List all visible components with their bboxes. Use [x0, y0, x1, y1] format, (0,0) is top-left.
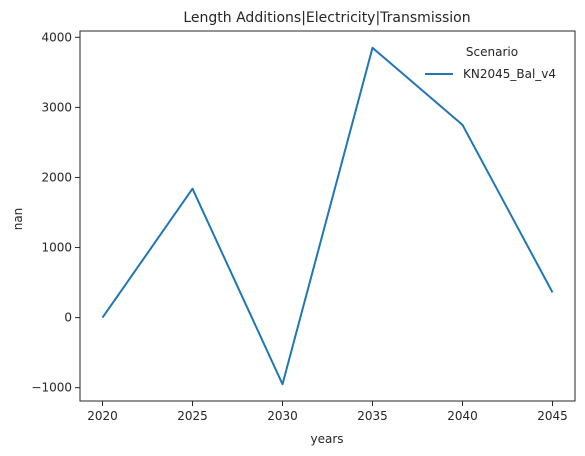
y-tick-label: −1000 [31, 381, 72, 395]
plot-area [79, 30, 576, 402]
y-tick-label: 4000 [41, 30, 72, 44]
legend-label: KN2045_Bal_v4 [463, 67, 556, 81]
y-tick-label: 3000 [41, 100, 72, 114]
x-tick-label: 2040 [447, 409, 478, 423]
legend: Scenario KN2045_Bal_v4 [425, 45, 556, 81]
x-tick-label: 2020 [87, 409, 118, 423]
series-layer [101, 46, 554, 386]
y-axis: −1000 0 1000 2000 3000 4000 [31, 30, 80, 395]
legend-title: Scenario [466, 45, 518, 59]
x-tick-label: 2045 [537, 409, 568, 423]
y-tick-label: 0 [64, 311, 72, 325]
x-axis-label: years [310, 432, 343, 446]
x-tick-label: 2035 [357, 409, 388, 423]
y-axis-label: nan [11, 208, 25, 231]
x-tick-label: 2025 [177, 409, 208, 423]
y-tick-label: 2000 [41, 170, 72, 184]
plot-frame [79, 30, 576, 402]
y-tick-label: 1000 [41, 241, 72, 255]
chart-title: Length Additions|Electricity|Transmissio… [183, 10, 470, 26]
series-line-0 [101, 46, 554, 386]
x-axis: 2020 2025 2030 2035 2040 2045 [87, 401, 568, 423]
x-tick-label: 2030 [267, 409, 298, 423]
